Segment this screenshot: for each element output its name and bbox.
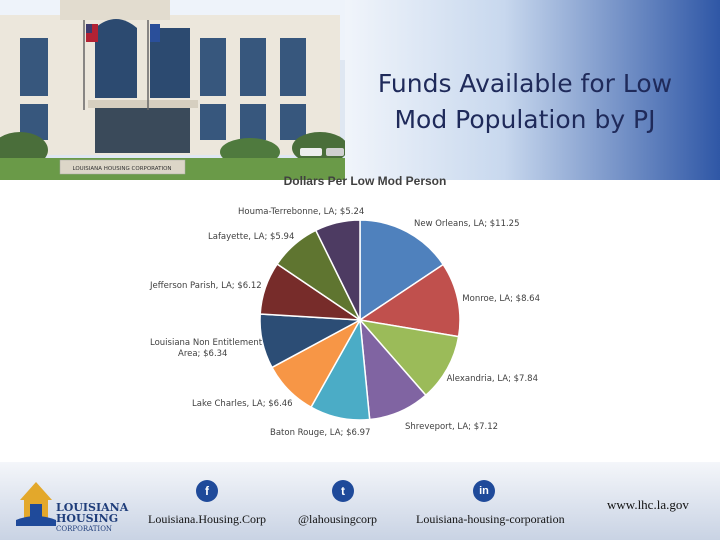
logo-line3: CORPORATION (56, 525, 113, 533)
website-link[interactable]: www.lhc.la.gov (607, 497, 689, 512)
slice-label: Baton Rouge, LA; $6.97 (270, 428, 370, 438)
slice-label: Shreveport, LA; $7.12 (405, 422, 498, 432)
slice-label: Monroe, LA; $8.64 (462, 294, 540, 304)
slide-title-line1: Funds Available for Low (377, 69, 673, 98)
logo-text: LOUISIANA HOUSING CORPORATION (56, 502, 128, 535)
facebook-icon[interactable]: f (196, 480, 218, 502)
pie-slice (358, 318, 460, 397)
pie-slice (358, 263, 461, 338)
slice-label: Alexandria, LA; $7.84 (447, 374, 538, 384)
header-banner: LOUISIANA HOUSING CORPORATION Funds Avai… (0, 0, 720, 180)
linkedin-icon[interactable]: in (473, 480, 495, 502)
facebook-link[interactable]: Louisiana.Housing.Corp (148, 512, 266, 526)
slice-label: Lake Charles, LA; $6.46 (192, 399, 293, 409)
building-illustration: LOUISIANA HOUSING CORPORATION (0, 0, 345, 180)
pie-chart: New Orleans, LA; $11.25 Monroe, LA; $8.64… (149, 207, 540, 438)
logo-line2: HOUSING (56, 512, 119, 525)
twitter-link[interactable]: @lahousingcorp (298, 512, 378, 526)
slice-label: Lafayette, LA; $5.94 (208, 232, 294, 242)
slice-label: Houma-Terrebonne, LA; $5.24 (238, 207, 364, 217)
logo-line1: LOUISIANA (56, 501, 129, 514)
footer: LOUISIANA HOUSING CORPORATION f Louisian… (0, 462, 720, 540)
slice-label: New Orleans, LA; $11.25 (414, 219, 520, 229)
building-photo: LOUISIANA HOUSING CORPORATION (0, 0, 345, 180)
pie-slice (359, 219, 445, 322)
building-sign: LOUISIANA HOUSING CORPORATION (72, 166, 171, 172)
house-logo-icon (16, 482, 56, 526)
slide-title: Funds Available for Low Mod Population b… (330, 66, 720, 138)
slice-label: Louisiana Non Entitlement Area; $6.34 (150, 338, 263, 359)
lhc-logo: LOUISIANA HOUSING CORPORATION (16, 476, 136, 533)
chart-title: Dollars Per Low Mod Person (283, 174, 447, 188)
twitter-icon[interactable]: t (332, 480, 354, 502)
pie-slice (314, 219, 361, 321)
slide-title-line2: Mod Population by PJ (394, 105, 656, 134)
slice-label: Jefferson Parish, LA; $6.12 (149, 281, 262, 291)
linkedin-link[interactable]: Louisiana-housing-corporation (416, 512, 565, 526)
